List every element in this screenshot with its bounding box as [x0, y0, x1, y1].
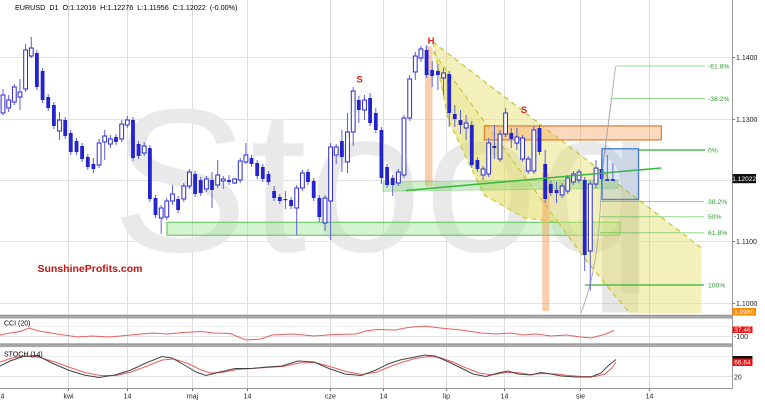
svg-text:14: 14 [380, 394, 388, 401]
svg-text:cze: cze [325, 394, 336, 401]
svg-text:1.12022: 1.12022 [732, 176, 756, 183]
svg-text:14: 14 [501, 394, 509, 401]
svg-text:kwi: kwi [63, 394, 74, 401]
svg-text:sie: sie [576, 394, 585, 401]
svg-text:1.1000: 1.1000 [736, 301, 758, 308]
svg-text:CCI (20): CCI (20) [4, 321, 30, 328]
svg-text:STOCH (14): STOCH (14) [4, 352, 43, 359]
svg-text:61.8%: 61.8% [708, 230, 727, 237]
svg-text:50%: 50% [708, 214, 722, 221]
svg-text:37.46: 37.46 [734, 327, 751, 334]
svg-text:1.1400: 1.1400 [736, 55, 758, 62]
svg-text:-100: -100 [734, 334, 748, 341]
svg-text:EURUSD D1 O:1.12016 H:1.122: EURUSD D1 O:1.12016 H:1.12276 L:1.11956 … [15, 3, 237, 12]
svg-text:1.0980: 1.0980 [734, 309, 755, 316]
svg-text:14: 14 [124, 394, 132, 401]
svg-text:1.1300: 1.1300 [736, 117, 758, 124]
svg-text:20: 20 [734, 375, 742, 382]
svg-text:maj: maj [187, 394, 199, 401]
svg-text:lip: lip [443, 394, 450, 401]
svg-text:1.1100: 1.1100 [736, 239, 757, 246]
svg-text:66.64: 66.64 [734, 360, 751, 367]
svg-text:SunshineProfits.com: SunshineProfits.com [38, 263, 143, 275]
svg-text:H: H [428, 36, 435, 47]
svg-text:100%: 100% [708, 282, 725, 289]
svg-text:S: S [521, 105, 527, 116]
svg-text:14: 14 [646, 394, 654, 401]
svg-text:4: 4 [1, 394, 5, 401]
svg-text:S: S [356, 75, 362, 86]
svg-text:-61.8%: -61.8% [708, 63, 730, 70]
svg-text:14: 14 [244, 394, 252, 401]
svg-text:-38.2%: -38.2% [708, 96, 730, 103]
svg-text:0%: 0% [708, 147, 718, 154]
svg-text:38.2%: 38.2% [708, 199, 727, 206]
